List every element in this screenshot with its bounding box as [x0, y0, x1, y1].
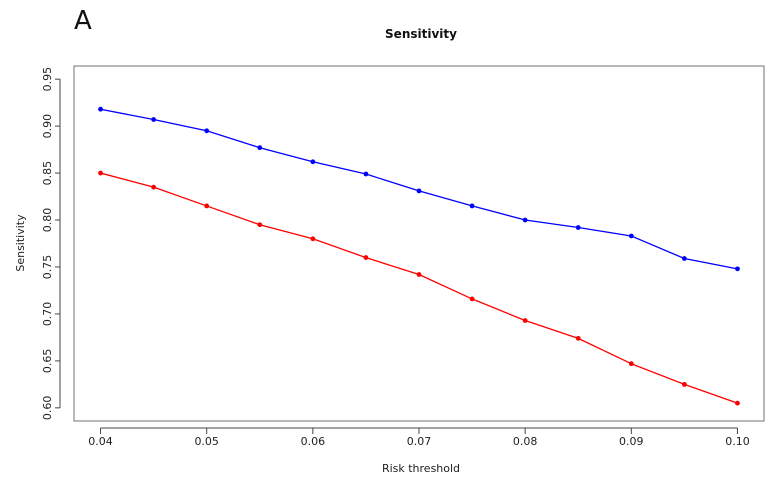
x-tick-label: 0.09 [619, 435, 644, 448]
series-1-point [151, 184, 157, 190]
series-0-point [363, 171, 369, 177]
y-tick-label: 0.60 [41, 396, 54, 421]
series-1-point [469, 296, 475, 302]
x-tick-label: 0.07 [407, 435, 432, 448]
series-1-point [98, 170, 103, 176]
x-tick-label: 0.04 [88, 435, 113, 448]
y-tick-label: 0.90 [41, 114, 54, 139]
y-tick-label: 0.65 [41, 349, 54, 374]
series-0-point [469, 203, 475, 209]
series-1-point [310, 236, 316, 242]
series-1-point [681, 381, 687, 387]
series-0-point [628, 233, 634, 239]
series-0-point [151, 117, 157, 122]
series-1-line [100, 172, 738, 404]
x-tick-label: 0.08 [513, 435, 538, 448]
y-tick-label: 0.85 [41, 161, 54, 186]
series-1-point [204, 203, 210, 209]
y-tick-label: 0.70 [41, 302, 54, 327]
chart-title: Sensitivity [385, 27, 457, 41]
series-layer [98, 106, 740, 406]
series-0-point [575, 225, 581, 230]
series-0-point [204, 128, 210, 134]
series-1-point [735, 400, 740, 406]
series-1-point [257, 222, 263, 228]
x-axis: 0.04 0.05 0.06 0.07 0.08 0.09 0.10 [88, 427, 750, 448]
y-tick-label: 0.75 [41, 255, 54, 280]
y-axis-title: Sensitivity [14, 214, 27, 272]
series-1-point [575, 335, 581, 341]
plot-frame [73, 65, 765, 422]
series-0-point [310, 159, 316, 165]
x-axis-title: Risk threshold [382, 462, 460, 475]
x-tick-label: 0.05 [194, 435, 219, 448]
series-0-point [735, 266, 740, 272]
y-axis: 0.60 0.65 0.70 0.75 0.80 0.85 0.90 0.95 [41, 67, 61, 421]
series-0-point [681, 256, 687, 261]
series-1-point [522, 318, 528, 323]
series-1-point [628, 361, 634, 367]
series-0-point [257, 145, 263, 151]
series-1-point [416, 272, 422, 277]
x-tick-label: 0.10 [725, 435, 750, 448]
x-tick-label: 0.06 [301, 435, 326, 448]
series-0-point [416, 188, 422, 194]
panel-label: A [74, 6, 92, 36]
y-tick-label: 0.95 [41, 67, 54, 92]
series-0-point [522, 217, 528, 223]
series-1-point [363, 255, 369, 260]
series-0-point [98, 106, 103, 112]
y-tick-label: 0.80 [41, 208, 54, 233]
